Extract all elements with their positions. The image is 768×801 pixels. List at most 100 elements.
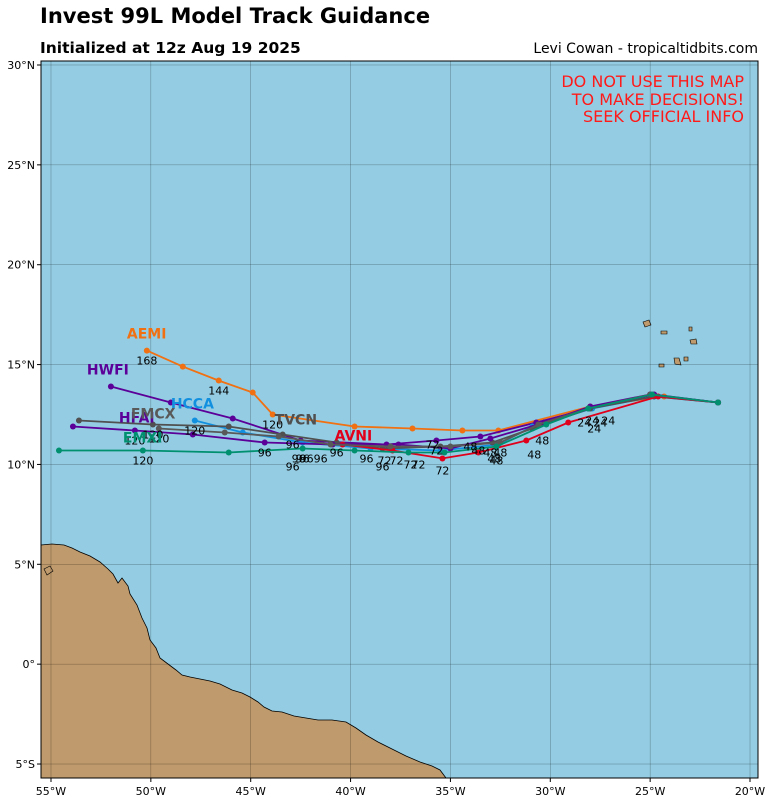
track-point-hwfi <box>229 415 236 422</box>
track-point-hfai <box>487 435 494 442</box>
hour-label: 72 <box>425 438 439 451</box>
hour-label: 96 <box>292 452 306 465</box>
track-point-aemi <box>249 389 256 396</box>
map-credit: Levi Cowan - tropicaltidbits.com <box>533 41 758 57</box>
model-label-aemi: AEMI <box>127 327 167 343</box>
map-frame <box>40 60 759 779</box>
hour-label: 72 <box>390 454 404 467</box>
track-point-avni <box>475 449 482 456</box>
hour-label: 96 <box>314 452 328 465</box>
track-point-hcca <box>191 417 198 424</box>
track-point-emxi <box>543 421 550 428</box>
track-point-tvcn <box>149 421 156 428</box>
model-label-tvcn: TVCN <box>275 412 317 428</box>
south-america-land <box>41 543 447 778</box>
track-point-emxi <box>351 447 358 454</box>
track-point-aemi <box>215 377 222 384</box>
track-point-aemi <box>351 423 358 430</box>
hour-label: 96 <box>330 446 344 459</box>
hour-label: 72 <box>435 464 449 477</box>
warning-line-3: SEEK OFFICIAL INFO <box>583 107 744 126</box>
track-point-emxi <box>649 391 656 398</box>
track-point-hwfi <box>477 433 484 440</box>
track-point-emxi <box>225 449 232 456</box>
lat-tick-label: 0° <box>23 658 36 671</box>
land-layer <box>41 319 698 778</box>
track-point-fmcx <box>275 433 282 440</box>
hour-label: 120 <box>262 419 283 432</box>
track-point-emxi <box>139 447 146 454</box>
hour-label: 48 <box>471 444 485 457</box>
model-label-fmcx: FMCX <box>131 407 176 423</box>
model-tracks <box>55 347 722 462</box>
lon-tick-label: 50°W <box>136 785 166 798</box>
hour-label: 24 <box>587 422 601 435</box>
forecast-hour-labels: 1441681201201209696120721209612024242424… <box>124 355 615 478</box>
island <box>43 565 54 576</box>
hour-label: 24 <box>593 416 607 429</box>
lon-tick-label: 20°W <box>735 785 765 798</box>
track-point-tvcn <box>225 423 232 430</box>
track-point-hfai <box>261 439 268 446</box>
track-point-fmcx <box>155 425 162 432</box>
lat-tick-label: 20°N <box>7 259 35 272</box>
track-point-aemi <box>269 411 276 418</box>
hour-label: 48 <box>483 446 497 459</box>
model-label-hfai: HFAI <box>119 410 155 426</box>
lon-tick-label: 35°W <box>435 785 465 798</box>
island <box>688 326 693 332</box>
island <box>689 338 698 345</box>
hour-label: 96 <box>286 438 300 451</box>
hour-label: 48 <box>487 452 501 465</box>
track-point-hfai <box>69 423 76 430</box>
lon-tick-label: 30°W <box>535 785 565 798</box>
model-label-hwfi: HWFI <box>87 363 129 379</box>
hour-label: 96 <box>376 460 390 473</box>
track-point-emxi <box>299 445 306 452</box>
hour-label: 120 <box>142 428 163 441</box>
hour-label: 72 <box>411 458 425 471</box>
island <box>673 357 682 366</box>
hour-label: 120 <box>148 432 169 445</box>
hour-label: 96 <box>286 460 300 473</box>
track-point-emxi <box>493 443 500 450</box>
hour-label: 96 <box>300 452 314 465</box>
track-point-hwfi <box>167 399 174 406</box>
track-point-avni <box>439 455 446 462</box>
track-point-tvcn <box>75 417 82 424</box>
hour-label: 120 <box>124 434 145 447</box>
lon-tick-label: 45°W <box>236 785 266 798</box>
lat-tick-label: 10°N <box>7 458 35 471</box>
track-point-fmcx <box>327 441 334 448</box>
graticule <box>41 61 758 778</box>
hour-label: 120 <box>184 424 205 437</box>
hour-label: 96 <box>258 446 272 459</box>
track-point-avni <box>565 419 572 426</box>
hour-label: 48 <box>527 448 541 461</box>
hour-label: 24 <box>585 414 599 427</box>
hour-label: 24 <box>601 414 615 427</box>
model-label-hcca: HCCA <box>171 397 214 413</box>
hour-label: 48 <box>463 440 477 453</box>
hour-label: 48 <box>535 434 549 447</box>
hour-label: 24 <box>577 416 591 429</box>
lat-tick-label: 30°N <box>7 59 35 72</box>
hour-label: 72 <box>378 454 392 467</box>
lat-tick-label: 5°N <box>14 558 35 571</box>
lon-tick-label: 25°W <box>635 785 665 798</box>
track-point-fmcx <box>221 429 228 436</box>
hour-label: 120 <box>132 454 153 467</box>
hour-label: 48 <box>489 454 503 467</box>
lat-tick-label: 15°N <box>7 359 35 372</box>
track-point-hwfi <box>433 437 440 444</box>
axis-ticks: 55°W 50°W 45°W 40°W 35°W 30°W 25°W 20°W 30°N 25°N… <box>7 59 765 798</box>
track-point-emxi <box>441 449 448 456</box>
hour-label: 168 <box>136 355 157 368</box>
warning-box: DO NOT USE THIS MAP TO MAKE DECISIONS! S… <box>561 72 744 126</box>
island <box>683 356 689 362</box>
track-point-aemi <box>459 427 466 434</box>
hour-label: 72 <box>429 444 443 457</box>
track-point-fmcx <box>447 443 454 450</box>
